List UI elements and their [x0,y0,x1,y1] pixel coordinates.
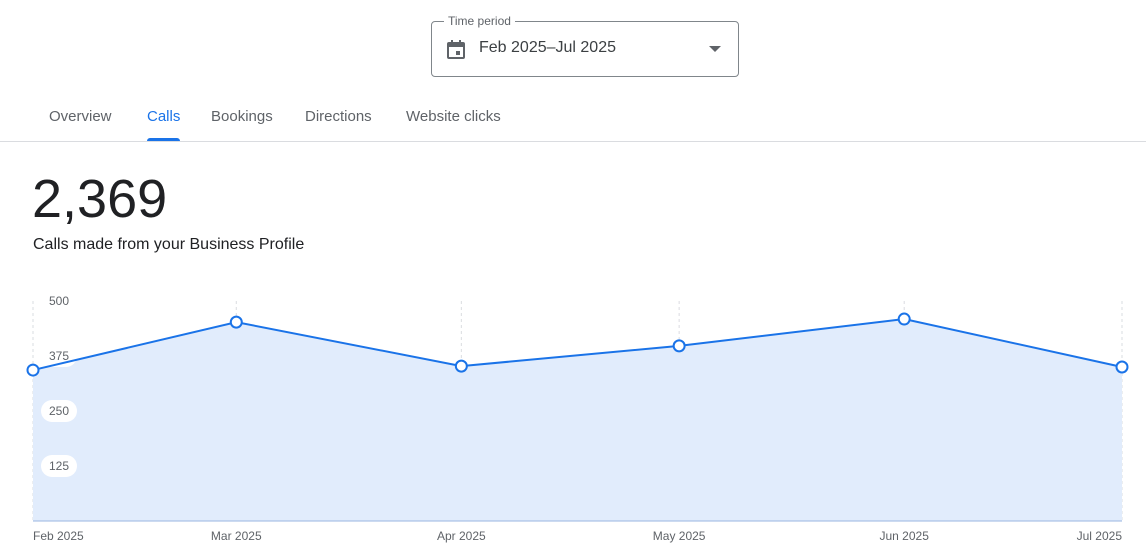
dropdown-value: Feb 2025–Jul 2025 [479,39,616,56]
y-tick-pill [41,290,77,312]
time-period-dropdown[interactable]: Time period Feb 2025–Jul 2025 [431,14,739,77]
y-tick-label: 500 [49,294,69,308]
tab[interactable]: Calls [147,108,181,141]
y-tick-label: 250 [49,404,69,418]
tab[interactable]: Overview [49,108,112,125]
x-tick-label: Jul 2025 [1077,529,1123,543]
y-tick-label: 125 [49,459,69,473]
point [1115,360,1129,374]
point [672,339,686,353]
point [897,312,911,326]
dropdown-arrow [709,46,721,52]
x-tick-label: Feb 2025 [33,529,84,543]
tab[interactable]: Directions [305,108,372,125]
y-tick-pill [41,455,77,477]
total-value: 2,369 [32,169,168,229]
total-description: Calls made from your Business Profile [33,236,305,253]
y-tick-label: 375 [49,349,69,363]
point [454,359,468,373]
area [33,319,1122,521]
point [26,363,40,377]
tab[interactable]: Bookings [211,108,273,125]
y-tick-pill [41,400,77,422]
x-tick-label: Mar 2025 [211,529,262,543]
dropdown-label: Time period [444,14,515,28]
line [32,318,1123,372]
chart: 125 250 375 500 Feb 2025 Mar 2025 Apr 2025 May … [26,290,1129,543]
x-tick-label: Jun 2025 [880,529,930,543]
tab[interactable]: Website clicks [406,108,501,125]
point [229,315,243,329]
x-tick-label: May 2025 [653,529,706,543]
tab-bar: Overview Calls Bookings Directions Website c… [0,96,1146,142]
calendar-icon [447,40,465,59]
x-tick-label: Apr 2025 [437,529,486,543]
